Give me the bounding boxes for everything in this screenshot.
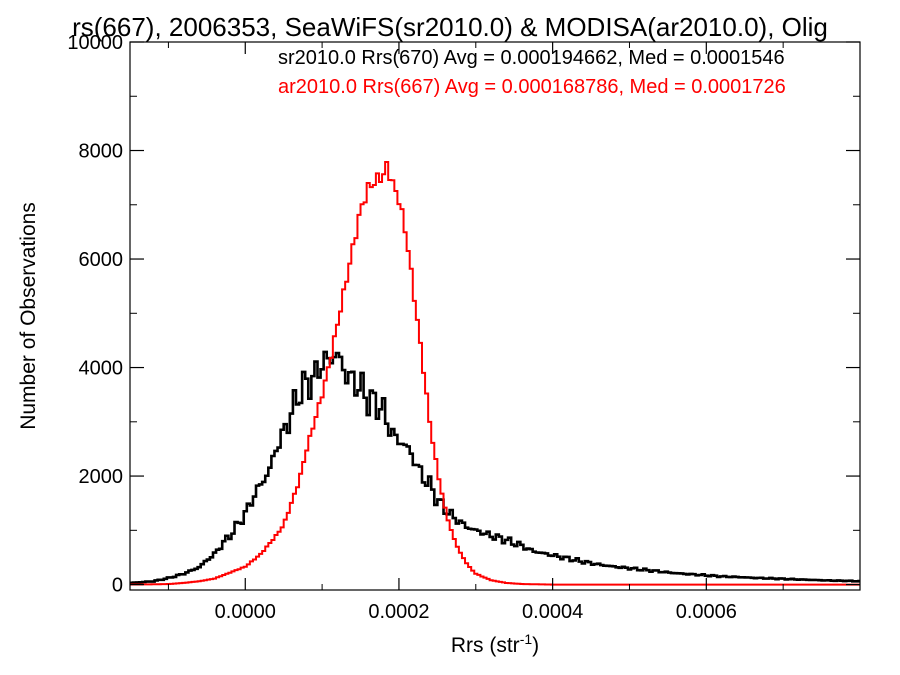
y-tick-label: 2000 xyxy=(79,466,124,488)
x-tick-label: 0.0000 xyxy=(215,601,276,623)
plot-frame xyxy=(129,41,861,591)
y-tick-label: 0 xyxy=(112,575,123,597)
series-layer xyxy=(130,161,860,586)
legend-entry-red: ar2010.0 Rrs(667) Avg = 0.000168786, Med… xyxy=(278,76,786,98)
y-tick-label: 8000 xyxy=(79,141,124,163)
y-tick-label: 6000 xyxy=(79,249,124,271)
x-tick-label: 0.0006 xyxy=(676,601,737,623)
y-axis-label: Number of Observations xyxy=(17,202,40,430)
chart-title: rs(667), 2006353, SeaWiFS(sr2010.0) & MO… xyxy=(72,12,828,42)
legend-entry-black: sr2010.0 Rrs(670) Avg = 0.000194662, Med… xyxy=(278,47,785,69)
y-tick-label: 10000 xyxy=(67,32,123,54)
series-red-histogram xyxy=(130,161,860,586)
y-tick-label: 4000 xyxy=(79,358,124,380)
axis-ticks: 0.0000 0.0002 0.0004 0.0006 0 2000 4000 6000 800… xyxy=(67,32,860,623)
series-black-histogram xyxy=(130,350,860,585)
x-tick-label: 0.0004 xyxy=(522,601,583,623)
x-tick-label: 0.0002 xyxy=(368,601,429,623)
x-axis-label: Rrs (str-1) xyxy=(451,631,539,657)
